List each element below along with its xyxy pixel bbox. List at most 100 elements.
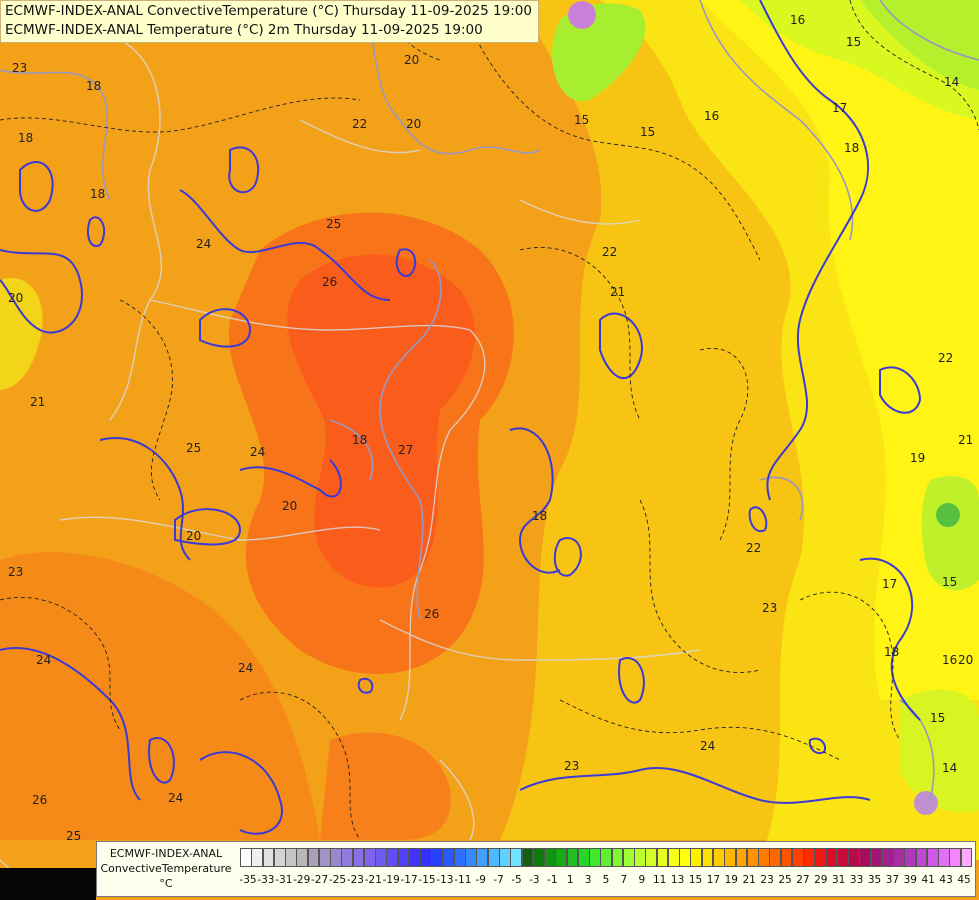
legend-tick-label: 25 xyxy=(778,874,792,886)
legend-color-cell xyxy=(893,848,905,867)
legend-color-cell xyxy=(634,848,646,867)
contour-label: 21 xyxy=(610,285,625,299)
isotherms-gray xyxy=(0,0,979,801)
header-line-temperature: ECMWF-INDEX-ANAL Temperature (°C) 2m Thu… xyxy=(5,22,483,38)
contour-label: 20 xyxy=(186,529,201,543)
contour-label: 15 xyxy=(640,125,655,139)
legend-tick-label: 9 xyxy=(638,874,646,886)
legend-color-cell xyxy=(386,848,399,867)
contour-label: 20 xyxy=(406,117,421,131)
legend-color-cell xyxy=(544,848,556,867)
contour-label: 22 xyxy=(746,541,761,555)
contour-label: 15 xyxy=(942,575,957,589)
southwest-orange xyxy=(0,552,320,840)
legend-tick-label: -25 xyxy=(328,874,347,886)
legend-color-cell xyxy=(262,848,275,867)
legend-title-param: ConvectiveTemperature xyxy=(100,862,232,875)
legend-tick-label: 29 xyxy=(814,874,828,886)
legend-tick-label: 19 xyxy=(724,874,738,886)
legend-color-cell xyxy=(949,848,962,867)
legend-color-cell xyxy=(712,848,725,867)
contour-label: 24 xyxy=(36,653,51,667)
legend-tick-label: 1 xyxy=(566,874,574,886)
cold-spot xyxy=(568,1,596,29)
contour-label: 20 xyxy=(8,291,23,305)
legend-tick-label: -11 xyxy=(454,874,472,886)
legend-color-cell xyxy=(814,848,827,867)
legend-color-cell xyxy=(499,848,511,867)
contour-label: 25 xyxy=(186,441,201,455)
legend-color-cell xyxy=(881,848,894,867)
legend-color-cell xyxy=(352,848,365,867)
green-zone-ne xyxy=(860,0,979,90)
contour-label: 20 xyxy=(404,53,419,67)
legend-title-model: ECMWF-INDEX-ANAL xyxy=(109,847,223,860)
legend-tick-label: -35 xyxy=(239,874,257,886)
contour-label: 20 xyxy=(958,653,973,667)
green-zone-e xyxy=(921,476,979,591)
legend-color-cell xyxy=(780,848,793,867)
legend-color-cell xyxy=(318,848,331,867)
legend-tick-label: -5 xyxy=(511,874,522,886)
legend-color-cell xyxy=(566,848,579,867)
green-zone xyxy=(551,3,646,102)
contour-label: 24 xyxy=(168,791,183,805)
contour-label: 22 xyxy=(602,245,617,259)
legend-color-cell xyxy=(476,848,489,867)
legend-tick-label: -9 xyxy=(475,874,486,886)
legend-color-cell xyxy=(679,848,691,867)
isotherms-blue xyxy=(0,0,922,835)
pale-yellow-zone xyxy=(700,0,979,700)
legend-tick-label: -19 xyxy=(382,874,400,886)
contour-label: 24 xyxy=(196,237,211,251)
contour-label: 24 xyxy=(250,445,265,459)
legend-tick-label: 17 xyxy=(706,874,721,886)
legend-color-cell xyxy=(904,848,917,867)
legend-tick-label: 13 xyxy=(670,874,685,886)
legend-color-cell xyxy=(285,848,297,867)
legend-color-cell xyxy=(532,848,545,867)
legend-color-cell xyxy=(746,848,759,867)
contour-label: 26 xyxy=(322,275,337,289)
legend-tick-label: 3 xyxy=(584,874,592,886)
legend-color-cell xyxy=(803,848,815,867)
south-orange xyxy=(320,732,451,840)
legend-title: ECMWF-INDEX-ANAL ConvectiveTemperature °… xyxy=(99,846,233,891)
contour-label: 14 xyxy=(942,761,957,775)
contour-label: 16 xyxy=(790,13,805,27)
contour-label: 24 xyxy=(238,661,253,675)
legend-tick-label: -29 xyxy=(293,874,311,886)
legend-tick-label: 27 xyxy=(796,874,810,886)
legend-color-cell xyxy=(600,848,613,867)
legend-color-cell xyxy=(510,848,523,867)
legend-color-cell xyxy=(307,848,320,867)
legend-tick-label: -1 xyxy=(547,874,558,886)
legend-color-cell xyxy=(758,848,770,867)
legend-color-cell xyxy=(656,848,669,867)
legend-tick-label: 43 xyxy=(939,874,953,886)
legend-color-cell xyxy=(465,848,477,867)
contour-label: 23 xyxy=(8,565,23,579)
legend-tick-label: 39 xyxy=(903,874,917,886)
legend-tick-label: 33 xyxy=(849,874,864,886)
legend-tick-label: -31 xyxy=(275,874,293,886)
contour-label: 22 xyxy=(938,351,953,365)
legend-color-cell xyxy=(735,848,748,867)
legend-tick-label: -17 xyxy=(400,874,418,886)
legend-color-cell xyxy=(363,848,376,867)
legend-color-cell xyxy=(611,848,624,867)
legend-color-cell xyxy=(848,848,860,867)
legend-tick-label: -7 xyxy=(493,874,504,886)
legend-tick-label: 21 xyxy=(742,874,756,886)
legend-color-cell xyxy=(622,848,635,867)
contour-label: 18 xyxy=(90,187,105,201)
legend-color-scale xyxy=(240,848,973,867)
contour-label: 24 xyxy=(700,739,715,753)
legend-color-cell xyxy=(240,848,252,867)
legend-tick-label: 45 xyxy=(957,874,971,886)
legend-tick-label: -3 xyxy=(529,874,540,886)
contour-label: 23 xyxy=(564,759,579,773)
legend-color-cell xyxy=(420,848,432,867)
contour-label: 18 xyxy=(18,131,33,145)
legend-color-cell xyxy=(341,848,354,867)
